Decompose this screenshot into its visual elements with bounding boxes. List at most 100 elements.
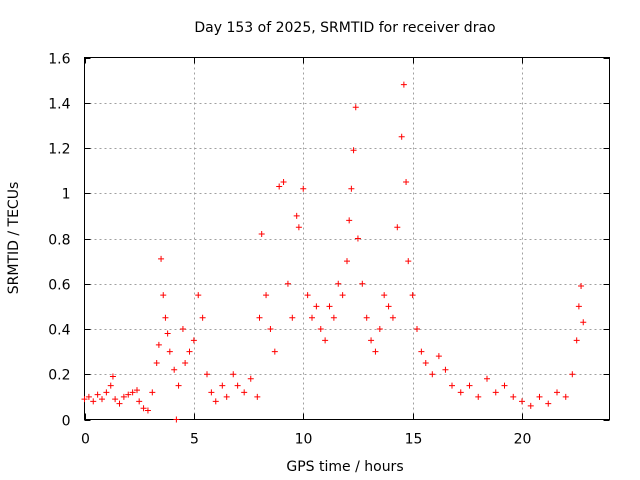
- data-point: [190, 337, 197, 344]
- data-point: [254, 393, 261, 400]
- data-point: [317, 326, 324, 332]
- data-point: [376, 326, 383, 332]
- data-point: [363, 314, 370, 321]
- data-point: [575, 303, 582, 310]
- x-tick-label: 0: [81, 432, 90, 448]
- x-tick-label: 20: [514, 432, 532, 448]
- data-point: [85, 393, 92, 400]
- data-point: [398, 133, 405, 140]
- data-point: [527, 402, 534, 409]
- x-axis-label: GPS time / hours: [286, 459, 403, 475]
- data-point: [179, 326, 186, 332]
- data-point: [267, 326, 274, 332]
- data-point: [107, 382, 114, 389]
- data-point: [562, 393, 569, 400]
- data-point: [381, 292, 388, 299]
- data-point: [247, 375, 254, 382]
- data-point: [578, 283, 585, 290]
- data-point: [90, 398, 97, 405]
- data-point: [140, 405, 147, 412]
- data-point: [94, 391, 101, 398]
- data-point: [182, 359, 189, 366]
- data-point: [212, 398, 219, 405]
- data-point: [136, 398, 143, 405]
- data-point: [348, 185, 355, 192]
- grid: [84, 57, 610, 420]
- data-points: [81, 81, 587, 423]
- data-point: [414, 326, 420, 332]
- x-tick-label: 10: [295, 432, 313, 448]
- data-point: [350, 147, 357, 154]
- data-point: [457, 389, 464, 396]
- data-point: [125, 391, 132, 398]
- data-point: [510, 393, 517, 400]
- data-point: [295, 224, 302, 231]
- data-point: [389, 314, 396, 321]
- data-point: [394, 224, 401, 231]
- data-point: [109, 373, 116, 380]
- data-point: [368, 337, 375, 344]
- chart-title: Day 153 of 2025, SRMTID for receiver dra…: [194, 20, 495, 36]
- data-point: [372, 348, 379, 355]
- data-point: [276, 183, 283, 190]
- data-point: [300, 185, 307, 192]
- y-tick-label: 0.2: [48, 368, 70, 384]
- data-point: [173, 416, 180, 423]
- data-point: [405, 258, 412, 265]
- data-point: [429, 371, 436, 378]
- y-tick-label: 0: [62, 414, 71, 430]
- data-point: [199, 314, 206, 321]
- data-point: [160, 292, 167, 299]
- data-point: [230, 371, 237, 378]
- x-tick-label: 5: [190, 432, 199, 448]
- data-point: [153, 359, 160, 366]
- data-point: [536, 393, 543, 400]
- data-point: [330, 314, 337, 321]
- data-point: [103, 389, 110, 396]
- y-tick-label: 1.2: [48, 142, 70, 158]
- data-point: [484, 375, 490, 382]
- data-point: [223, 393, 230, 400]
- data-point: [475, 393, 482, 400]
- data-point: [339, 292, 346, 299]
- data-point: [385, 303, 392, 310]
- data-point: [304, 292, 311, 299]
- data-point: [204, 371, 210, 378]
- data-point: [501, 382, 508, 389]
- data-point: [293, 212, 300, 219]
- data-point: [422, 359, 429, 366]
- data-point: [263, 292, 270, 299]
- y-tick-label: 1.4: [48, 97, 70, 113]
- data-point: [219, 382, 226, 389]
- data-point: [309, 314, 315, 321]
- data-point: [256, 314, 263, 321]
- data-point: [129, 389, 136, 396]
- data-point: [81, 396, 88, 403]
- data-point: [112, 396, 119, 403]
- y-tick-label: 0.6: [48, 278, 70, 294]
- data-point: [171, 366, 178, 373]
- data-point: [195, 292, 202, 299]
- data-point: [442, 366, 449, 373]
- data-point: [289, 314, 296, 321]
- y-tick-labels: 0 0.2 0.4 0.6 0.8 1 1.2 1.4 1.6: [48, 52, 70, 430]
- data-point: [175, 382, 182, 389]
- data-point: [158, 255, 165, 262]
- data-point: [99, 396, 105, 403]
- data-point: [449, 382, 455, 389]
- data-point: [134, 387, 140, 394]
- data-point: [313, 303, 320, 310]
- data-point: [186, 348, 193, 355]
- data-point: [166, 348, 173, 355]
- data-point: [234, 382, 241, 389]
- data-point: [519, 398, 525, 405]
- y-axis-label: SRMTID / TECUs: [6, 182, 22, 295]
- data-point: [435, 353, 442, 360]
- y-tick-label: 0.4: [48, 323, 70, 339]
- data-point: [164, 330, 171, 337]
- y-tick-label: 0.8: [48, 233, 70, 249]
- data-point: [120, 393, 127, 400]
- data-point: [403, 178, 410, 185]
- data-point: [116, 400, 123, 407]
